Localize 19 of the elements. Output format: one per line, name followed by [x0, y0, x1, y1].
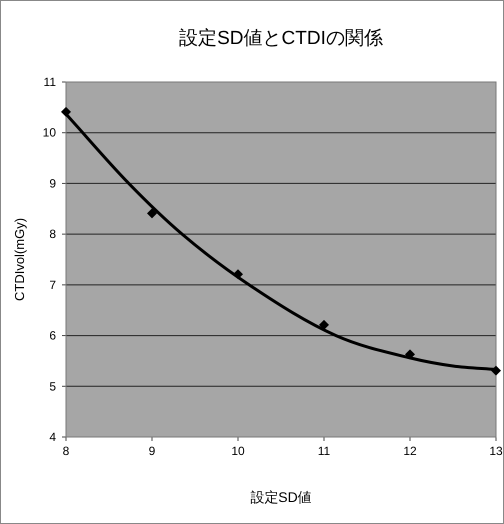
x-axis-title: 設定SD値: [250, 489, 312, 505]
x-tick-label: 9: [148, 444, 156, 458]
x-tick-label: 11: [318, 444, 331, 458]
y-tick-label: 8: [49, 227, 56, 242]
x-tick-label: 12: [403, 444, 417, 458]
y-tick-label: 6: [49, 328, 56, 343]
x-tick-label: 13: [489, 444, 503, 458]
y-tick-label: 7: [49, 278, 56, 292]
point: [147, 208, 157, 218]
y-tick-label: 10: [42, 126, 56, 140]
y-tick-label: 5: [49, 379, 56, 394]
y-tick-label: 11: [44, 75, 56, 89]
x-tick-label: 8: [62, 444, 70, 458]
y-tick-label: 4: [49, 430, 56, 444]
point: [319, 320, 329, 330]
y-axis-title: CTDIvol(mGy): [12, 218, 27, 302]
y-tick-label: 9: [49, 176, 56, 190]
chart-title: 設定SD値とCTDIの関係: [179, 27, 383, 49]
x-tick-label: 10: [231, 444, 245, 458]
